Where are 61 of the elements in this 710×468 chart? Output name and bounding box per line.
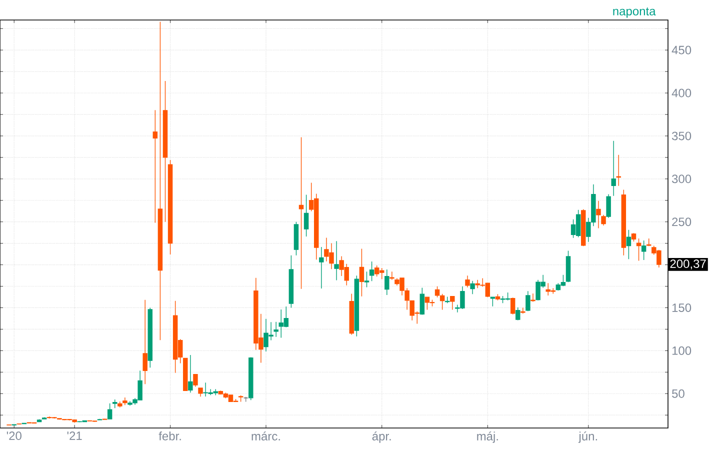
candlestick — [294, 222, 299, 256]
candlestick — [188, 354, 193, 394]
candlestick — [510, 297, 516, 315]
x-tick-label: ápr. — [372, 432, 391, 443]
candlestick — [118, 401, 122, 408]
y-tick-label: 250 — [672, 218, 692, 226]
candlestick — [520, 307, 526, 314]
candlestick — [168, 160, 173, 255]
text: naponta — [613, 8, 656, 18]
candlestick — [495, 294, 500, 301]
y-tick-label: 450 — [672, 46, 692, 54]
x-tick-label: márc. — [252, 432, 280, 440]
candlestick — [390, 271, 394, 280]
candlestick — [631, 232, 636, 242]
candlestick — [470, 280, 475, 294]
candlestick — [193, 374, 198, 388]
candlestick — [465, 275, 470, 288]
y-tick-label: 150 — [672, 303, 692, 312]
candlestick — [122, 397, 128, 406]
candlestick — [530, 293, 536, 302]
y-tick-label: 100 — [672, 346, 692, 355]
candlestick — [369, 261, 374, 282]
candlestick — [516, 307, 520, 321]
x-tick-label: '21 — [67, 432, 82, 440]
y-tick-label: 400 — [672, 88, 692, 98]
candlestick — [304, 194, 309, 237]
candlestick — [596, 200, 601, 229]
candlestick — [621, 189, 626, 256]
candlestick — [581, 208, 586, 246]
candlestick — [450, 296, 455, 310]
x-tick-label: jún. — [578, 432, 597, 443]
candlestick — [198, 387, 203, 397]
candlestick — [601, 214, 606, 226]
candlestick — [354, 275, 360, 337]
candlestick — [606, 194, 611, 218]
candlestick — [162, 80, 168, 222]
candlestick — [107, 403, 112, 420]
candlestick — [611, 140, 616, 196]
candlestick — [349, 293, 354, 336]
x-tick-label: máj. — [477, 432, 498, 443]
candlestick — [526, 290, 530, 312]
candlestick — [334, 240, 339, 281]
candlestick — [142, 299, 148, 384]
candlestick — [274, 322, 278, 338]
y-tick-label: 300 — [672, 174, 692, 184]
candlestick — [566, 250, 571, 282]
y-tick-label: 350 — [672, 132, 692, 140]
candlestick — [319, 246, 324, 289]
x-tick-label: '20 — [6, 432, 22, 440]
candlestick — [420, 287, 425, 316]
candlestick — [42, 416, 47, 420]
candlestick — [384, 269, 390, 296]
candlestick — [288, 255, 294, 308]
y-tick-label: 50 — [672, 389, 684, 398]
x-tick-label: febr. — [158, 432, 181, 440]
candlestick — [183, 358, 188, 392]
candlestick — [248, 356, 254, 400]
candlestick — [238, 394, 244, 402]
candlestick — [36, 418, 42, 422]
annotation: 200,37 — [670, 260, 706, 270]
candlestick — [148, 307, 152, 368]
